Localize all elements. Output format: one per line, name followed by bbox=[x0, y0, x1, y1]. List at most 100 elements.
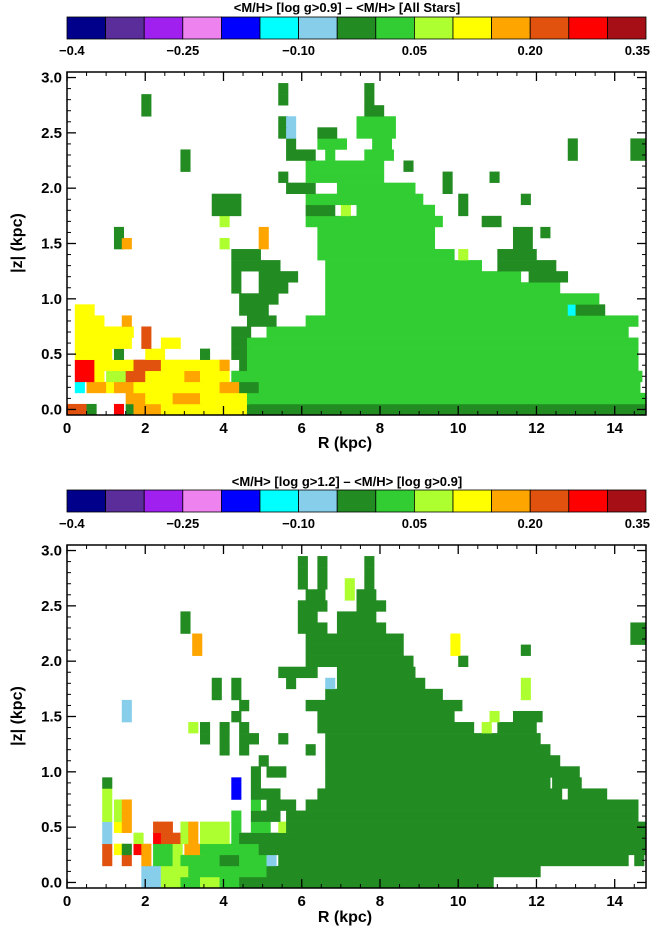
heatmap-cell bbox=[141, 865, 162, 878]
heatmap-cell bbox=[528, 271, 569, 283]
heatmap-cell bbox=[317, 578, 328, 590]
heatmap-cell bbox=[160, 359, 220, 372]
x-tick-label: 2 bbox=[141, 420, 149, 437]
colorbar-swatch bbox=[182, 489, 222, 513]
colorbar-swatch bbox=[491, 489, 531, 513]
heatmap-cell bbox=[305, 744, 316, 756]
heatmap-cell bbox=[113, 810, 125, 822]
heatmap-cell bbox=[231, 326, 252, 338]
heatmap-cell bbox=[364, 83, 375, 95]
heatmap-cell bbox=[567, 304, 578, 316]
heatmap-cell bbox=[184, 370, 205, 383]
heatmap-cell bbox=[102, 810, 113, 822]
heatmap-cell bbox=[200, 392, 250, 405]
heatmap-cell bbox=[246, 392, 647, 405]
heatmap-cell bbox=[458, 204, 469, 217]
x-tick-labels: 0 2 4 6 8 10 12 14 bbox=[63, 420, 624, 437]
heatmap-cell bbox=[278, 127, 289, 139]
heatmap-cell bbox=[102, 337, 132, 349]
colorbar-swatch bbox=[143, 489, 184, 513]
heatmap-cell bbox=[344, 589, 355, 601]
heatmap-cell bbox=[520, 644, 531, 656]
colorbar-swatch bbox=[529, 489, 570, 513]
y-tick-labels: 0.0 0.5 1.0 1.5 2.0 2.5 3.0 bbox=[41, 70, 62, 419]
heatmap-cell bbox=[497, 722, 537, 734]
heatmap-cell bbox=[372, 138, 393, 150]
heatmap-cell bbox=[297, 622, 328, 634]
heatmap-cell bbox=[113, 237, 125, 250]
heatmap-cell bbox=[364, 578, 375, 590]
heatmap-cell bbox=[153, 821, 173, 833]
heatmap-cell bbox=[258, 271, 299, 283]
y-tick-label: 2.5 bbox=[41, 125, 62, 142]
y-tick-label: 2.0 bbox=[41, 653, 62, 670]
heatmap-cell bbox=[86, 403, 97, 416]
heatmap-cell bbox=[172, 392, 203, 405]
colorbar-swatch bbox=[413, 489, 454, 513]
heatmap-cell bbox=[317, 710, 455, 723]
heatmap-cell bbox=[458, 655, 469, 668]
heatmap-cell bbox=[297, 611, 318, 623]
y-tick-label: 0.0 bbox=[41, 874, 62, 891]
heatmap-cell bbox=[266, 799, 297, 811]
heatmap-cell bbox=[458, 193, 469, 206]
heatmap-cell bbox=[336, 677, 426, 690]
heatmap-cell bbox=[278, 94, 289, 106]
heatmap-cell bbox=[305, 204, 336, 217]
colorbar-swatch bbox=[298, 16, 338, 40]
colorbar-swatch bbox=[220, 16, 261, 40]
heatmap-cell bbox=[325, 777, 551, 789]
y-tick-label: 3.0 bbox=[41, 543, 62, 560]
heatmap-cell bbox=[67, 403, 87, 416]
heatmap-cell bbox=[160, 403, 250, 416]
heatmap-cell bbox=[317, 556, 328, 568]
heatmap-cell bbox=[305, 589, 326, 601]
heatmap-cell bbox=[113, 821, 125, 833]
heatmap-cell bbox=[106, 381, 117, 394]
heatmap-cell bbox=[286, 677, 297, 690]
heatmap-cell bbox=[74, 370, 95, 383]
heatmap-cell bbox=[258, 843, 647, 856]
x-tick-label: 2 bbox=[141, 893, 149, 910]
heatmap-cell bbox=[239, 876, 475, 889]
heatmap-cell bbox=[231, 348, 252, 360]
heatmap-cell bbox=[160, 832, 181, 845]
x-axis-label: R (kpc) bbox=[318, 435, 372, 452]
heatmap-cell bbox=[239, 359, 250, 372]
heatmap-cell bbox=[512, 710, 543, 723]
heatmap-cell bbox=[219, 876, 240, 889]
heatmap-cell bbox=[356, 589, 377, 601]
heatmap-cell bbox=[317, 567, 328, 579]
heatmap-cell bbox=[258, 381, 641, 394]
heatmap-cell bbox=[160, 337, 181, 349]
axis-ticks bbox=[66, 545, 646, 888]
heatmap-cell bbox=[125, 392, 146, 405]
colorbar-swatch bbox=[66, 489, 106, 513]
colorbar-tick-labels: −0.4 −0.25 −0.10 0.05 0.20 0.35 bbox=[59, 516, 650, 531]
heatmap-cell bbox=[297, 578, 308, 590]
heatmap-cell bbox=[489, 710, 500, 723]
heatmap-cell bbox=[266, 766, 287, 778]
heatmap-cell bbox=[172, 854, 183, 867]
heatmap-cell bbox=[497, 249, 537, 261]
heatmap-cell bbox=[317, 249, 455, 261]
y-tick-labels: 0.0 0.5 1.0 1.5 2.0 2.5 3.0 bbox=[41, 543, 62, 892]
heatmap-cell bbox=[200, 832, 230, 845]
colorbar-swatch bbox=[182, 16, 222, 40]
x-tick-label: 4 bbox=[219, 420, 228, 437]
heatmap-cell bbox=[121, 821, 132, 833]
heatmap-cell bbox=[94, 359, 115, 372]
heatmap-cell bbox=[325, 260, 482, 272]
x-axis-label: R (kpc) bbox=[318, 909, 372, 926]
heatmap-cell bbox=[141, 876, 162, 889]
heatmap-cell bbox=[172, 843, 183, 856]
heatmap-cell bbox=[239, 304, 269, 316]
y-tick-label: 0.5 bbox=[41, 346, 62, 363]
heatmap-cell bbox=[325, 282, 561, 294]
heatmap-cell bbox=[336, 611, 377, 623]
colorbar-title: <M/H> [log g>0.9] – <M/H> [All Stars] bbox=[234, 0, 460, 15]
heatmap-cell bbox=[239, 381, 259, 394]
heatmap-cell bbox=[180, 821, 191, 833]
heatmap-cell bbox=[102, 821, 113, 833]
heatmap-cell bbox=[200, 722, 211, 734]
